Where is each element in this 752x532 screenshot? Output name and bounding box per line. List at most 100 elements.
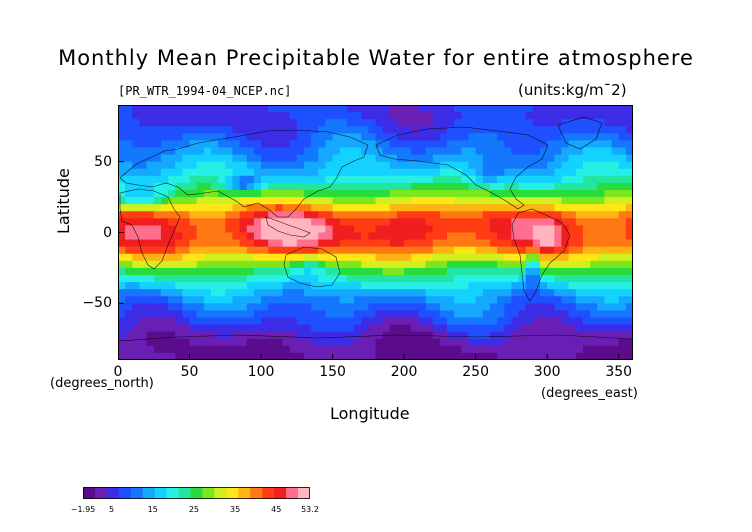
map-cell xyxy=(275,352,284,360)
map-cell xyxy=(618,211,627,219)
map-cell xyxy=(253,197,262,205)
map-cell xyxy=(396,204,405,212)
map-cell xyxy=(511,260,520,269)
map-cell xyxy=(618,175,627,184)
map-cell xyxy=(568,331,577,340)
map-cell xyxy=(554,267,562,276)
map-cell xyxy=(540,133,548,141)
map-cell xyxy=(418,190,427,198)
map-cell xyxy=(246,232,255,241)
map-cell xyxy=(540,296,548,304)
map-cell xyxy=(232,345,241,354)
map-cell xyxy=(368,154,376,163)
map-cell xyxy=(411,211,419,219)
map-cell xyxy=(303,225,312,233)
map-cell xyxy=(432,161,441,170)
map-cell xyxy=(225,267,233,276)
map-cell xyxy=(604,133,613,141)
map-cell xyxy=(196,303,205,311)
map-cell xyxy=(268,133,276,141)
map-cell xyxy=(518,140,527,148)
map-cell xyxy=(232,154,241,163)
map-cell xyxy=(590,140,598,148)
map-cell xyxy=(597,161,605,170)
map-cell xyxy=(289,182,298,191)
map-cell xyxy=(525,239,534,248)
map-cell xyxy=(382,211,391,219)
map-cell xyxy=(261,140,269,148)
map-cell xyxy=(468,275,477,283)
map-cell xyxy=(618,119,627,127)
map-cell xyxy=(468,303,477,311)
map-cell xyxy=(225,197,233,205)
map-cell xyxy=(325,232,334,241)
map-cell xyxy=(153,289,162,297)
map-cell xyxy=(482,352,491,360)
map-cell xyxy=(561,296,570,304)
map-cell xyxy=(511,119,520,127)
map-cell xyxy=(396,218,405,226)
map-cell xyxy=(439,260,448,269)
map-cell xyxy=(482,331,491,340)
map-cell xyxy=(368,275,376,283)
map-cell xyxy=(118,126,126,134)
map-cell xyxy=(468,345,477,354)
map-cell xyxy=(189,239,198,248)
map-cell xyxy=(339,310,348,318)
map-cell xyxy=(382,282,391,290)
map-cell xyxy=(282,260,291,269)
map-cell xyxy=(411,197,419,205)
map-cell xyxy=(618,140,627,148)
map-cell xyxy=(318,218,326,226)
map-cell xyxy=(318,161,326,170)
map-cell xyxy=(432,345,441,354)
map-cell xyxy=(468,296,477,304)
map-cell xyxy=(554,105,562,113)
map-cell xyxy=(139,161,148,170)
map-cell xyxy=(289,225,298,233)
map-cell xyxy=(146,324,155,333)
map-cell xyxy=(590,182,598,191)
map-cell xyxy=(532,275,541,283)
map-cell xyxy=(196,112,205,120)
map-cell xyxy=(597,211,605,219)
map-cell xyxy=(153,232,162,241)
map-cell xyxy=(590,289,598,297)
map-cell xyxy=(454,218,462,226)
map-cell xyxy=(525,324,534,333)
map-cell xyxy=(196,282,205,290)
map-cell xyxy=(554,182,562,191)
map-cell xyxy=(547,175,555,184)
map-cell xyxy=(575,119,584,127)
map-cell xyxy=(618,253,627,262)
map-cell xyxy=(289,119,298,127)
map-cell xyxy=(289,246,298,255)
map-cell xyxy=(404,126,412,134)
map-cell xyxy=(511,211,520,219)
map-cell xyxy=(168,317,176,326)
map-cell xyxy=(389,310,398,318)
map-cell xyxy=(396,147,405,156)
map-cell xyxy=(253,324,262,333)
map-cell xyxy=(311,296,319,304)
map-cell xyxy=(311,112,319,120)
map-cell xyxy=(418,239,427,248)
map-cell xyxy=(375,239,384,248)
map-cell xyxy=(268,267,276,276)
map-cell xyxy=(447,161,455,170)
map-cell xyxy=(325,133,334,141)
map-cell xyxy=(203,211,212,219)
map-cell xyxy=(475,147,484,156)
map-cell xyxy=(153,133,162,141)
map-cell xyxy=(597,267,605,276)
map-cell xyxy=(532,168,541,177)
map-cell xyxy=(196,168,205,177)
map-cell xyxy=(268,260,276,269)
map-cell xyxy=(468,232,477,241)
map-cell xyxy=(561,345,570,354)
map-cell xyxy=(625,345,633,354)
map-cell xyxy=(439,303,448,311)
map-cell xyxy=(547,282,555,290)
map-cell xyxy=(411,267,419,276)
map-cell xyxy=(575,345,584,354)
